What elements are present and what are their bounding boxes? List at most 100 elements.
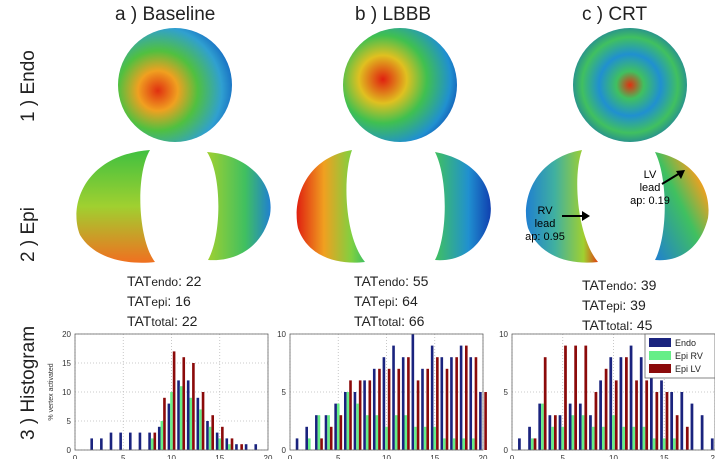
bar-epi-lv (320, 438, 323, 450)
bar-epi-lv (397, 368, 401, 450)
bar-epi-rv (199, 409, 202, 450)
bar-endo (450, 357, 453, 450)
plot-frame (289, 333, 484, 451)
bar-endo (599, 380, 602, 450)
histogram-crt: 0 5 10 0 5 10 15 20 (499, 330, 715, 459)
bar-endo (568, 403, 572, 450)
bar-epi-rv (462, 438, 466, 450)
bar-endo (148, 432, 151, 450)
bar-epi-lv (655, 392, 659, 450)
bar-epi-rv (218, 438, 222, 450)
bar-epi-rv (561, 426, 565, 450)
bar-endo (119, 432, 122, 450)
bar-endo (401, 357, 405, 450)
column-heading-crt: c ) CRT (582, 4, 648, 25)
bar-epi-rv (375, 415, 379, 450)
bar-epi-rv (452, 438, 456, 450)
bar-endo (670, 392, 674, 450)
histogram-lbbb: 0 5 10 0 5 10 15 20 (277, 330, 488, 459)
svg-text:RV: RV (537, 205, 553, 217)
bar-epi-lv (368, 380, 372, 450)
y-tick-label: 10 (277, 330, 286, 339)
y-tick-label: 5 (67, 417, 72, 426)
bar-epi-lv (553, 415, 557, 450)
bar-epi-rv (591, 426, 595, 450)
rv-lead-annotation: RV lead ap: 0.95 (525, 205, 590, 243)
y-tick-label: 0 (67, 446, 72, 455)
bar-epi-rv (336, 403, 340, 450)
bar-epi-rv (327, 415, 330, 450)
bar-epi-lv (445, 368, 449, 450)
svg-text:lead: lead (640, 182, 661, 194)
bar-endo (700, 415, 704, 450)
bar-endo (649, 368, 653, 450)
bar-epi-rv (571, 415, 575, 450)
bar-epi-lv (474, 357, 478, 450)
bar-epi-lv (221, 426, 224, 450)
svg-text:lead: lead (535, 218, 556, 230)
bar-endo (538, 403, 542, 450)
bar-epi-lv (574, 345, 578, 450)
svg-text:ap: 0.95: ap: 0.95 (525, 231, 565, 243)
bar-epi-rv (365, 415, 369, 450)
bar-epi-lv (533, 438, 537, 450)
bar-endo (343, 392, 347, 450)
column-heading-baseline: a ) Baseline (115, 4, 216, 25)
bar-epi-lv (358, 380, 362, 450)
bar-epi-lv (484, 392, 487, 450)
tat-endo-value: 22 (185, 273, 202, 289)
bar-epi-rv (317, 415, 321, 450)
bar-epi-rv (642, 426, 646, 450)
x-tick-label: 5 (561, 454, 566, 459)
x-tick-label: 20 (479, 454, 488, 459)
bar-endo (206, 421, 209, 450)
tat-block-lbbb: TATendo: 55 TATepi: 64 TATtotal: 66 (354, 273, 429, 329)
tat-total-value: 22 (181, 313, 198, 329)
x-tick-label: 5 (336, 454, 341, 459)
bar-endo (479, 392, 482, 450)
bar-endo (589, 415, 592, 450)
bar-epi-lv (378, 368, 381, 450)
bar-epi-lv (387, 368, 391, 450)
legend-entry: Epi LV (675, 364, 701, 374)
y-tick-label: 0 (504, 446, 509, 455)
bar-endo (235, 444, 238, 450)
bar-endo (459, 345, 463, 450)
y-tick-label: 0 (282, 446, 287, 455)
endo-map-lbbb (343, 28, 457, 142)
bar-epi-lv (153, 432, 157, 450)
bar-epi-rv (541, 403, 544, 450)
bar-endo (440, 357, 444, 450)
bar-endo (680, 392, 684, 450)
column-heading-lbbb: b ) LBBB (355, 4, 432, 25)
tat-block-baseline: TATendo: 22 TATepi: 16 TATtotal: 22 (127, 273, 202, 329)
bar-epi-rv (404, 415, 408, 450)
bar-epi-lv (201, 392, 205, 450)
bar-endo (353, 392, 357, 450)
y-tick-label: 10 (62, 388, 71, 397)
bar-epi-lv (163, 397, 166, 450)
legend-swatch (649, 338, 671, 347)
bar-epi-lv (455, 357, 458, 450)
bar-epi-lv (543, 357, 547, 450)
bar-endo (558, 415, 562, 450)
bar-epi-lv (230, 438, 234, 450)
bar-epi-lv (339, 415, 343, 450)
bar-epi-lv (172, 351, 176, 450)
bar-epi-lv (465, 345, 468, 450)
x-tick-label: 15 (215, 454, 224, 459)
bar-epi-lv (192, 363, 195, 450)
bar-epi-rv (673, 438, 676, 450)
y-tick-label: 5 (282, 388, 287, 397)
bar-endo (411, 334, 415, 450)
bar-endo (315, 415, 318, 450)
bar-endo (186, 380, 190, 450)
tat-block-crt: TATendo: 39 TATepi: 39 TATtotal: 45 (582, 277, 657, 333)
bar-endo (215, 432, 219, 450)
bar-epi-lv (594, 392, 598, 450)
bar-endo (295, 438, 299, 450)
bar-epi-lv (182, 357, 186, 450)
bar-endo (382, 357, 386, 450)
epi-map-baseline (76, 150, 271, 263)
y-tick-label: 5 (504, 388, 509, 397)
